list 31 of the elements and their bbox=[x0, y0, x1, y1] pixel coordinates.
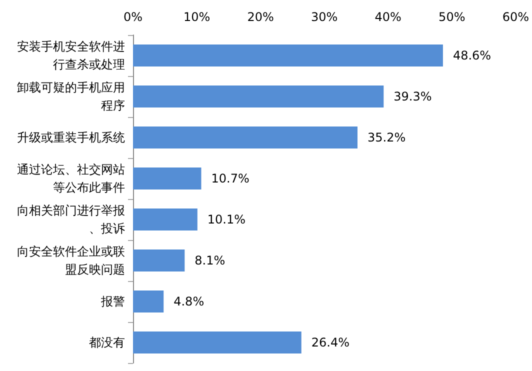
data-label: 10.7% bbox=[211, 172, 250, 186]
x-tick-label: 60% bbox=[502, 10, 529, 24]
data-label: 8.1% bbox=[194, 254, 226, 268]
x-tick-label: 0% bbox=[123, 10, 143, 24]
y-tick-label: 升级或重装手机系统 bbox=[17, 130, 125, 144]
y-tick-label: 通过论坛、社交网站等公布此事件 bbox=[17, 162, 125, 194]
y-tick-label: 都没有 bbox=[89, 336, 125, 350]
bar bbox=[133, 44, 443, 66]
y-tick-label: 安装手机安全软件进行查杀或处理 bbox=[17, 40, 125, 72]
bar bbox=[133, 250, 185, 272]
bar bbox=[133, 126, 358, 148]
x-tick-label: 40% bbox=[374, 10, 402, 24]
x-tick-label: 20% bbox=[247, 10, 274, 24]
x-tick-label: 30% bbox=[310, 10, 338, 24]
bar bbox=[133, 168, 202, 190]
data-label: 4.8% bbox=[174, 294, 204, 308]
bar bbox=[133, 290, 164, 312]
y-tick-label: 向相关部门进行举报、投诉 bbox=[17, 204, 125, 236]
y-tick-label: 卸载可疑的手机应用程序 bbox=[17, 80, 125, 112]
data-label: 10.1% bbox=[207, 212, 246, 226]
data-label: 35.2% bbox=[367, 130, 406, 144]
bar bbox=[133, 208, 198, 230]
x-tick-label: 50% bbox=[438, 10, 466, 24]
x-tick-label: 10% bbox=[183, 10, 210, 24]
data-label: 48.6% bbox=[452, 48, 492, 62]
bar bbox=[133, 332, 302, 354]
data-label: 39.3% bbox=[394, 90, 432, 104]
y-tick-label: 向安全软件企业或联盟反映问题 bbox=[17, 244, 125, 276]
bar bbox=[133, 86, 384, 108]
data-label: 26.4% bbox=[311, 336, 350, 350]
y-tick-label: 报警 bbox=[100, 294, 125, 308]
